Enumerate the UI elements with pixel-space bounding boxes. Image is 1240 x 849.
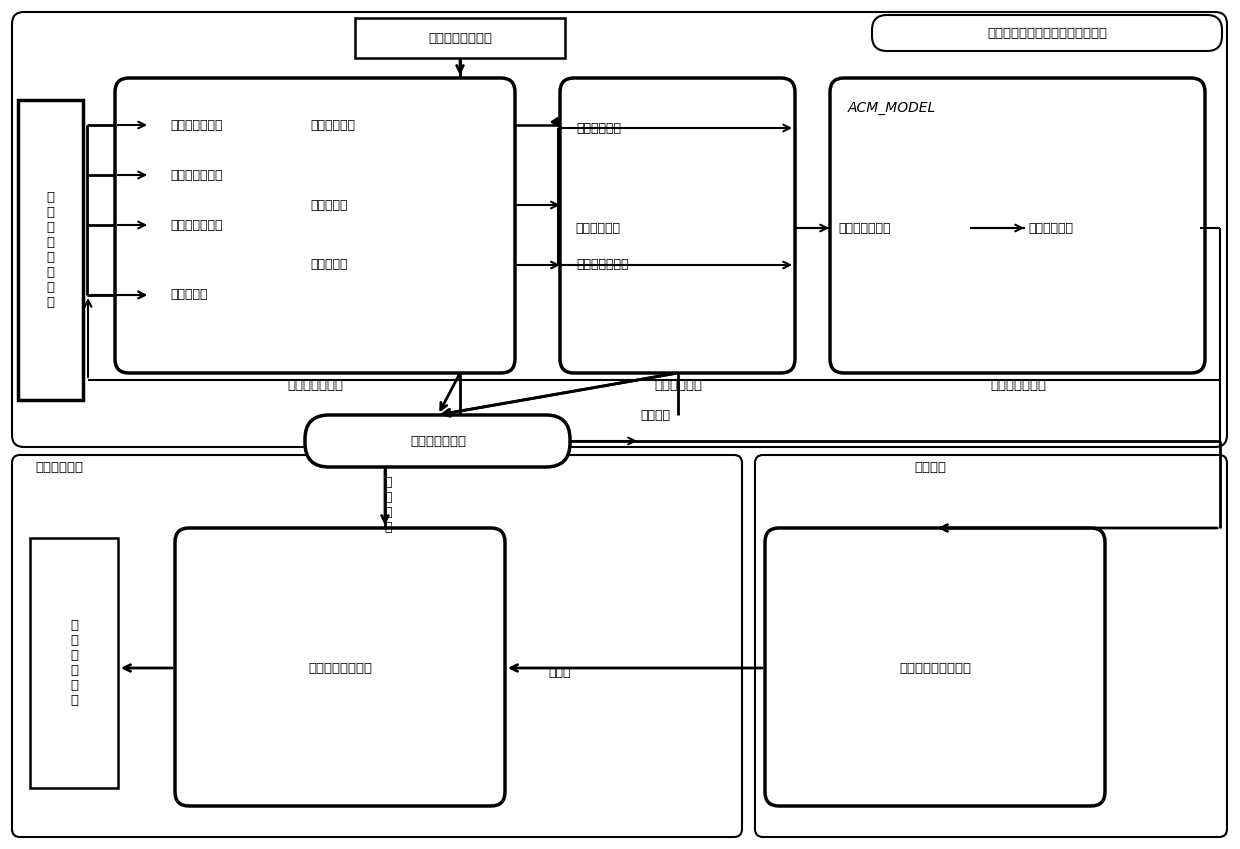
FancyBboxPatch shape [115,78,515,373]
Text: 航天器姿态角: 航天器姿态角 [1028,222,1073,234]
Text: 输
出
故
障
类
型: 输 出 故 障 类 型 [69,619,78,707]
Text: 滚动角期望输入: 滚动角期望输入 [170,119,222,132]
Text: 故障模拟模块: 故障模拟模块 [653,379,702,391]
Text: 数据采集与处理: 数据采集与处理 [410,435,466,447]
Text: 姿态动力学模块: 姿态动力学模块 [990,379,1047,391]
Text: 输
入
姿
态
角
期
望
値: 输 入 姿 态 角 期 望 値 [46,191,55,309]
Text: 俯仰角期望输入: 俯仰角期望输入 [170,168,222,182]
FancyBboxPatch shape [755,455,1228,837]
Text: 未训练卷积神经网络: 未训练卷积神经网络 [899,661,971,674]
Text: 等效力矩输出: 等效力矩输出 [575,222,620,234]
FancyBboxPatch shape [765,528,1105,806]
Text: 故障诊断模块: 故障诊断模块 [35,460,83,474]
FancyBboxPatch shape [12,455,742,837]
Text: 故障诊断卷积网络: 故障诊断卷积网络 [308,661,372,674]
FancyBboxPatch shape [830,78,1205,373]
FancyBboxPatch shape [175,528,505,806]
Text: 训练数据: 训练数据 [640,408,670,421]
Text: 离线训练: 离线训练 [914,460,946,474]
Text: 测
试
数
据: 测 试 数 据 [384,476,392,534]
Text: 航天器姿控喷管故障数据生成模块: 航天器姿控喷管故障数据生成模块 [987,26,1107,40]
Text: 控制器输出: 控制器输出 [310,199,347,211]
Text: 训练后: 训练后 [548,666,570,678]
Text: 输入故障模式代码: 输入故障模式代码 [428,31,492,44]
Text: 姿态控制器模块: 姿态控制器模块 [286,379,343,391]
Text: 动力学模块输入: 动力学模块输入 [838,222,890,234]
Text: 姿态角反馈: 姿态角反馈 [170,289,207,301]
Text: 姿态角测量値: 姿态角测量値 [310,119,355,132]
Bar [19,100,83,400]
FancyBboxPatch shape [12,12,1228,447]
Text: 工作状态切换: 工作状态切换 [577,121,621,134]
Bar [30,538,118,788]
Text: 偏航角期望输入: 偏航角期望输入 [170,218,222,232]
FancyBboxPatch shape [560,78,795,373]
Text: 姿态角误差: 姿态角误差 [310,258,347,272]
Text: 控制器模块输出: 控制器模块输出 [577,258,629,272]
Bar [355,18,565,58]
FancyBboxPatch shape [872,15,1221,51]
Text: ACM_MODEL: ACM_MODEL [848,101,936,115]
FancyBboxPatch shape [305,415,570,467]
